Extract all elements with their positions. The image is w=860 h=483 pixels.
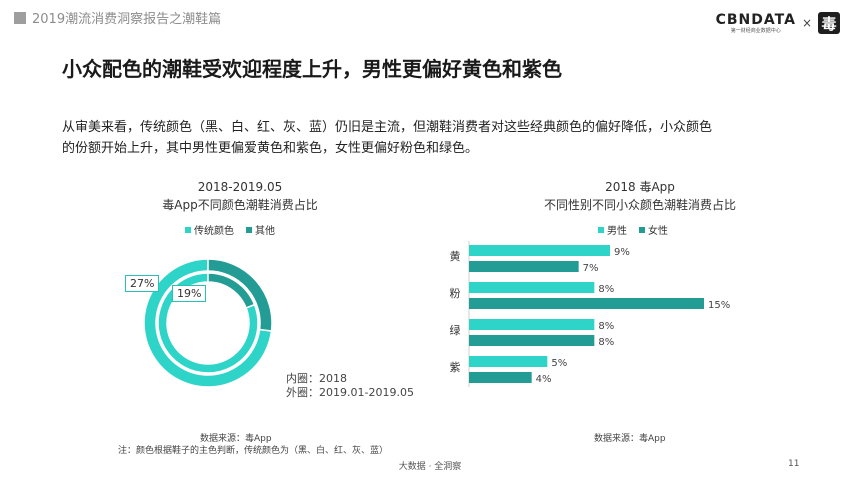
- report-title: 2019潮流消费洞察报告之潮鞋篇: [32, 12, 222, 27]
- legend-item-female: 女性: [639, 222, 668, 237]
- bar-chart-title: 2018 毒App 不同性别不同小众颜色潮鞋消费占比: [520, 178, 760, 214]
- bar-chart-subtitle: 不同性别不同小众颜色潮鞋消费占比: [543, 198, 736, 212]
- donut-chart-subtitle: 毒App不同颜色潮鞋消费占比: [162, 198, 318, 212]
- page-title: 小众配色的潮鞋受欢迎程度上升，男性更偏好黄色和紫色: [62, 57, 562, 81]
- outer-ring-data-label: 27%: [125, 275, 160, 292]
- bar-女性: [469, 335, 595, 346]
- page-number: 11: [788, 459, 800, 469]
- brand-name: CBNDATA: [715, 11, 796, 28]
- footer-slogan: 大数据 · 全洞察: [398, 462, 462, 472]
- category-label: 粉: [450, 287, 461, 300]
- legend-swatch-icon: [246, 226, 252, 233]
- bar-value-label: 8%: [598, 284, 614, 295]
- brand-area: CBNDATA 第一财经商业数据中心 × 毒: [716, 12, 840, 34]
- brand-text: CBNDATA 第一财经商业数据中心: [716, 13, 796, 34]
- legend-label: 传统颜色: [194, 226, 234, 237]
- bar-legend: 男性 女性: [598, 222, 668, 237]
- inner-ring-data-label: 19%: [172, 285, 207, 302]
- donut-chart-period: 2018-2019.05: [197, 180, 283, 194]
- bar-value-label: 15%: [708, 300, 730, 311]
- du-app-logo-icon: 毒: [818, 12, 840, 34]
- left-source: 数据来源：毒App: [200, 434, 272, 444]
- bar-男性: [469, 245, 610, 256]
- inner-ring-label: 内圈：2018: [286, 372, 347, 385]
- legend-item-male: 男性: [598, 222, 627, 237]
- brand-times: ×: [801, 16, 812, 30]
- donut-chart-title: 2018-2019.05 毒App不同颜色潮鞋消费占比: [140, 178, 340, 214]
- body-line-1: 从审美来看，传统颜色（黑、白、红、灰、蓝）仍旧是主流，但潮鞋消费者对这些经典颜色…: [62, 120, 713, 135]
- legend-label: 男性: [607, 226, 627, 237]
- report-header: 2019潮流消费洞察报告之潮鞋篇: [14, 8, 221, 27]
- brand-subtitle: 第一财经商业数据中心: [730, 27, 781, 34]
- ring-legend-notes: 内圈：2018 外圈：2019.01-2019.05: [286, 372, 414, 400]
- donut-legend: 传统颜色 其他: [185, 222, 275, 237]
- inner-ring-slice-1: [207, 272, 256, 309]
- bar-男性: [469, 282, 595, 293]
- bar-value-label: 4%: [536, 374, 552, 385]
- legend-swatch-icon: [185, 226, 191, 233]
- body-line-2: 的份额开始上升，其中男性更偏爱黄色和紫色，女性更偏好粉色和绿色。: [62, 141, 479, 156]
- bar-value-label: 9%: [614, 247, 630, 258]
- bar-女性: [469, 298, 704, 309]
- legend-item-traditional: 传统颜色: [185, 222, 234, 237]
- bar-男性: [469, 319, 595, 330]
- category-label: 紫: [450, 361, 461, 374]
- outer-ring-label: 外圈：2019.01-2019.05: [286, 386, 414, 399]
- body-text: 从审美来看，传统颜色（黑、白、红、灰、蓝）仍旧是主流，但潮鞋消费者对这些经典颜色…: [62, 117, 802, 159]
- category-label: 绿: [450, 323, 461, 337]
- bar-value-label: 8%: [598, 321, 614, 332]
- legend-swatch-icon: [598, 226, 604, 233]
- outer-ring-slice-0: [143, 258, 273, 388]
- bar-女性: [469, 261, 579, 272]
- bar-value-label: 8%: [598, 337, 614, 348]
- legend-item-other: 其他: [246, 222, 275, 237]
- legend-label: 其他: [255, 226, 275, 237]
- legend-label: 女性: [648, 226, 668, 237]
- legend-swatch-icon: [639, 226, 645, 233]
- bar-chart-period: 2018 毒App: [605, 180, 675, 194]
- right-source: 数据来源：毒App: [594, 434, 666, 444]
- bar-男性: [469, 356, 548, 367]
- left-note: 注：颜色根据鞋子的主色判断，传统颜色为（黑、白、红、灰、蓝）: [118, 446, 389, 456]
- category-label: 黄: [450, 249, 461, 263]
- bar-女性: [469, 372, 532, 383]
- bar-value-label: 7%: [583, 263, 599, 274]
- outer-ring-slice-1: [207, 258, 273, 332]
- header-square-icon: [14, 11, 26, 24]
- bar-value-label: 5%: [551, 358, 567, 369]
